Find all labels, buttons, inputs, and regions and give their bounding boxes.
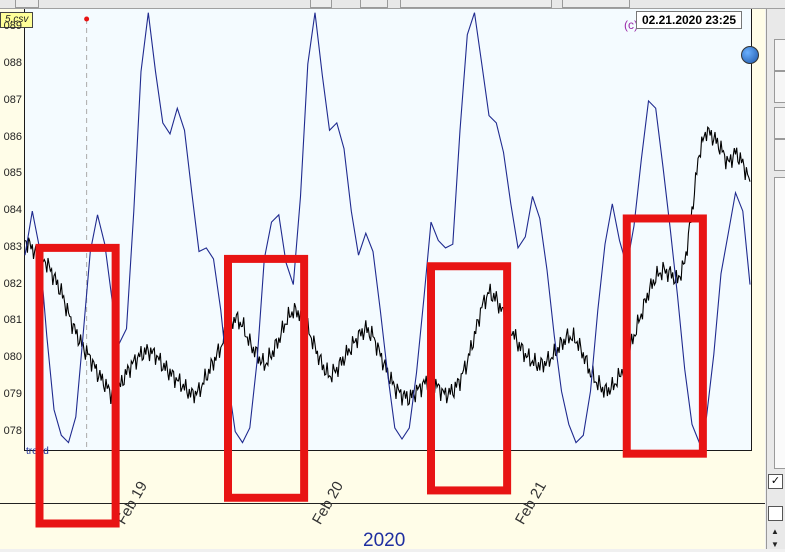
toolbar-button-group[interactable] (400, 0, 552, 8)
cursor-marker (84, 16, 90, 22)
x-axis-year-label: 2020 (363, 530, 406, 551)
highlight-box (427, 262, 512, 495)
scroll-down-icon[interactable]: ▼ (771, 540, 779, 549)
y-tick-label: 089 (3, 20, 22, 33)
globe-icon[interactable] (741, 46, 759, 64)
toolbar-button[interactable] (360, 0, 388, 8)
y-tick-label: 079 (3, 387, 22, 400)
y-tick-label: 081 (3, 314, 22, 327)
y-tick-label: 084 (3, 204, 22, 217)
csv-file-label[interactable]: 5.csv (0, 12, 34, 28)
highlight-box (224, 254, 309, 502)
copyright-label: (c) (624, 18, 638, 32)
toolbar-field[interactable] (562, 0, 630, 8)
toolbar-button[interactable] (310, 0, 332, 8)
series-line-trend (24, 12, 751, 445)
y-tick-label: 078 (3, 424, 22, 437)
check-mark-icon: ✓ (770, 475, 781, 487)
y-tick-label: 088 (3, 57, 22, 70)
y-tick-label: 082 (3, 277, 22, 290)
series-line-series-0 (24, 125, 751, 407)
side-panel: ✓ ▲ ▼ (766, 9, 785, 549)
side-panel-button[interactable] (774, 39, 785, 71)
side-panel-list[interactable] (774, 177, 785, 469)
axis-divider (0, 503, 765, 504)
highlight-box (35, 243, 120, 528)
y-tick-label: 080 (3, 351, 22, 364)
y-tick-label: 086 (3, 130, 22, 143)
side-panel-button[interactable] (774, 71, 785, 103)
side-panel-button[interactable] (774, 107, 785, 139)
side-panel-button[interactable] (774, 139, 785, 171)
y-tick-label: 087 (3, 93, 22, 106)
side-panel-checkbox[interactable] (768, 506, 783, 521)
toolbar (0, 0, 785, 9)
side-panel-checkbox-checked[interactable]: ✓ (768, 474, 783, 489)
y-tick-label: 083 (3, 240, 22, 253)
timestamp-display: 02.21.2020 23:25 (636, 11, 742, 29)
scroll-up-icon[interactable]: ▲ (771, 527, 779, 536)
y-tick-label: 085 (3, 167, 22, 180)
highlight-box (622, 214, 707, 458)
toolbar-button[interactable] (15, 0, 39, 8)
